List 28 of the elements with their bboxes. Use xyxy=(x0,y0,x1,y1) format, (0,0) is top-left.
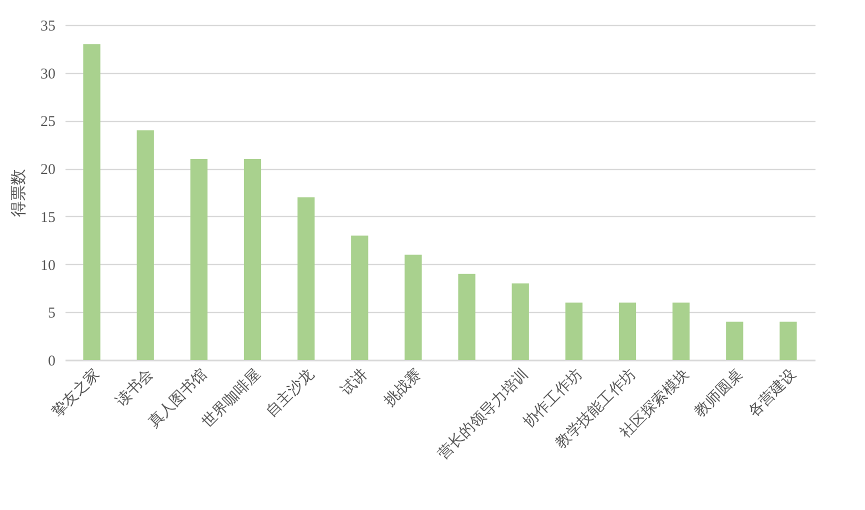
bar xyxy=(136,130,154,360)
y-tick-label: 10 xyxy=(40,258,56,274)
bar xyxy=(780,322,797,360)
bar xyxy=(351,236,368,360)
bar xyxy=(512,283,529,360)
y-tick-label: 5 xyxy=(48,306,56,322)
y-tick-label: 25 xyxy=(40,114,56,130)
x-tick-label: 各营建设 xyxy=(745,366,800,420)
bar xyxy=(618,302,636,360)
bar xyxy=(726,322,744,360)
y-tick-label: 15 xyxy=(40,210,56,226)
x-tick-label: 挑战赛 xyxy=(380,366,425,410)
bar xyxy=(244,159,262,360)
bar xyxy=(458,274,476,360)
y-tick-label: 20 xyxy=(40,162,56,178)
bar xyxy=(404,254,422,360)
x-tick-label: 自主沙龙 xyxy=(262,366,318,420)
y-tick-label: 35 xyxy=(40,18,56,34)
bar xyxy=(565,302,582,360)
bar xyxy=(672,302,690,360)
bar xyxy=(298,197,315,360)
x-tick-label: 读书会 xyxy=(112,366,157,410)
y-tick-label: 30 xyxy=(40,66,56,82)
bar xyxy=(83,44,100,360)
y-axis-title: 得票数 xyxy=(10,169,28,217)
x-tick-label: 试讲 xyxy=(338,366,371,400)
x-tick-label: 教师圆桌 xyxy=(692,366,746,420)
bar xyxy=(190,159,208,360)
